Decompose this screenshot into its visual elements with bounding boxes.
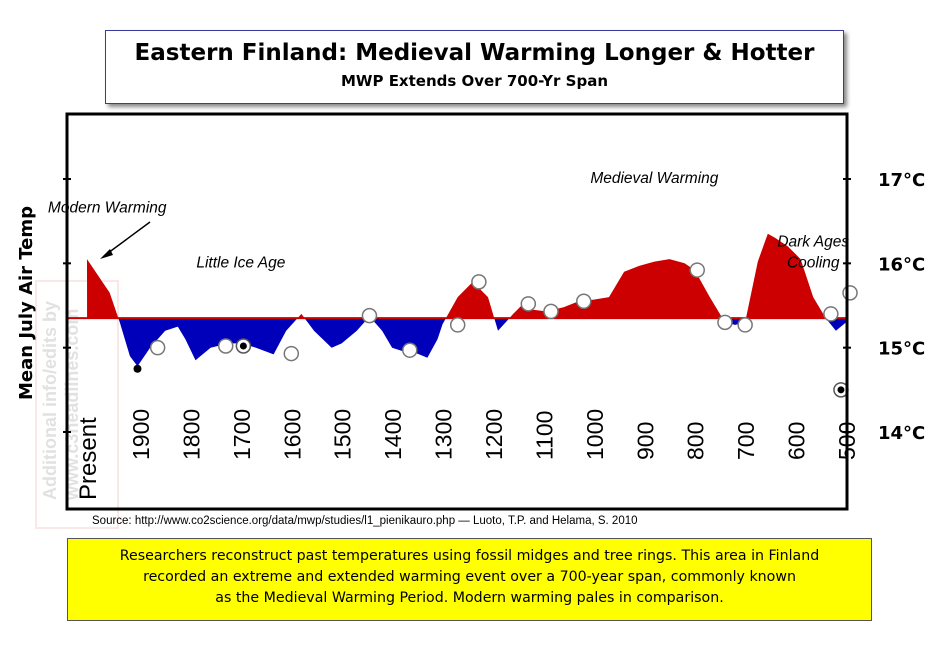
chart-annotation: Medieval Warming bbox=[590, 170, 718, 187]
data-point-center bbox=[239, 342, 247, 350]
arrowhead-icon bbox=[100, 249, 113, 259]
note-box: Researchers reconstruct past temperature… bbox=[67, 538, 872, 621]
modern-warming-arrow bbox=[103, 221, 151, 257]
x-tick-label: Present bbox=[75, 417, 102, 500]
x-tick-label: 1900 bbox=[128, 409, 154, 460]
x-tick-label: 1400 bbox=[380, 409, 406, 460]
watermark-line-1: Additional info/edits by bbox=[40, 301, 60, 500]
data-point bbox=[823, 306, 839, 322]
data-point bbox=[689, 262, 705, 278]
y-tick-label: 17°C bbox=[878, 170, 925, 191]
chart-annotation: Dark Ages bbox=[777, 233, 849, 250]
chart-annotation: Cooling bbox=[787, 255, 840, 272]
data-point bbox=[361, 307, 378, 324]
y-tick-label: 15°C bbox=[878, 339, 925, 360]
y-tick-label: 16°C bbox=[878, 254, 925, 275]
data-point bbox=[576, 293, 592, 310]
note-line: Researchers reconstruct past temperature… bbox=[119, 548, 820, 564]
x-tick-label: 700 bbox=[733, 422, 759, 460]
y-axis-label: Mean July Air Temp bbox=[16, 206, 37, 400]
chart-subtitle: MWP Extends Over 700-Yr Span bbox=[341, 72, 608, 90]
data-point bbox=[149, 339, 166, 356]
x-tick-label: 1200 bbox=[481, 409, 507, 460]
data-point bbox=[717, 314, 733, 331]
title-box: Eastern Finland: Medieval Warming Longer… bbox=[105, 30, 844, 104]
data-point bbox=[842, 285, 858, 301]
plot-frame bbox=[65, 112, 849, 511]
data-point bbox=[402, 342, 418, 358]
cool-area bbox=[87, 318, 847, 367]
chart-annotation: Little Ice Age bbox=[196, 255, 285, 272]
x-tick-label: 1000 bbox=[582, 409, 608, 460]
source-citation: Source: http://www.co2science.org/data/m… bbox=[92, 515, 638, 527]
data-point bbox=[520, 296, 537, 312]
x-tick-label: 1600 bbox=[279, 409, 305, 460]
data-point bbox=[217, 338, 234, 354]
x-tick-label: 800 bbox=[683, 422, 709, 460]
warm-area bbox=[87, 233, 826, 319]
data-point-dot bbox=[133, 364, 142, 373]
x-tick-label: 1100 bbox=[531, 411, 557, 460]
data-point bbox=[543, 303, 559, 320]
data-point bbox=[283, 345, 300, 362]
chart-title: Eastern Finland: Medieval Warming Longer… bbox=[134, 40, 815, 66]
x-tick-label: 1300 bbox=[431, 409, 457, 460]
x-tick-label: 1700 bbox=[229, 409, 255, 460]
x-tick-label: 500 bbox=[834, 422, 860, 460]
data-point bbox=[449, 317, 466, 333]
y-tick-label: 14°C bbox=[878, 423, 925, 444]
x-tick-label: 600 bbox=[784, 422, 810, 460]
x-tick-label: 1500 bbox=[330, 409, 356, 460]
data-point-center bbox=[837, 386, 845, 394]
data-point bbox=[737, 317, 753, 333]
note-line: as the Medieval Warming Period. Modern w… bbox=[215, 590, 724, 606]
watermark-box bbox=[35, 280, 119, 529]
note-line: recorded an extreme and extended warming… bbox=[143, 569, 796, 585]
x-tick-label: 1800 bbox=[178, 409, 204, 460]
x-tick-label: 900 bbox=[632, 422, 658, 460]
chart-annotation: Modern Warming bbox=[48, 200, 167, 217]
data-point bbox=[471, 274, 487, 290]
